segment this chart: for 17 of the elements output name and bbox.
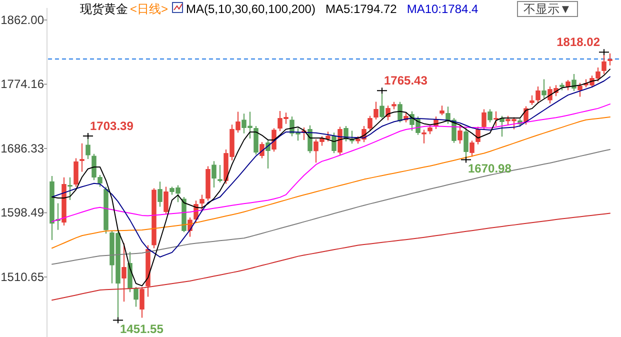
chart-subtitle: <日线> (130, 2, 168, 16)
annotation: MA10:1784.4 (406, 2, 479, 16)
annotation: MA(5,10,30,60,100,200) (186, 2, 316, 16)
button: 不显示▼ (517, 1, 578, 17)
annotation: 1765.43 (384, 74, 428, 88)
annotation: MA5:1794.72 (325, 2, 398, 16)
y-tick-label: 1686.33 (0, 141, 44, 156)
annotation: 1451.55 (120, 322, 164, 336)
chart-title: 现货黄金 (80, 2, 128, 16)
y-tick-label: 1862.00 (0, 12, 44, 27)
annotation: 1670.98 (468, 162, 512, 176)
y-tick-label: 1510.65 (0, 270, 44, 284)
annotation: 不显示▼ (524, 2, 572, 16)
annotation: 1703.39 (90, 119, 134, 134)
annotation: 1818.02 (556, 35, 600, 50)
y-tick-label: 1774.16 (0, 77, 44, 92)
y-tick-label: 1598.49 (0, 206, 44, 220)
